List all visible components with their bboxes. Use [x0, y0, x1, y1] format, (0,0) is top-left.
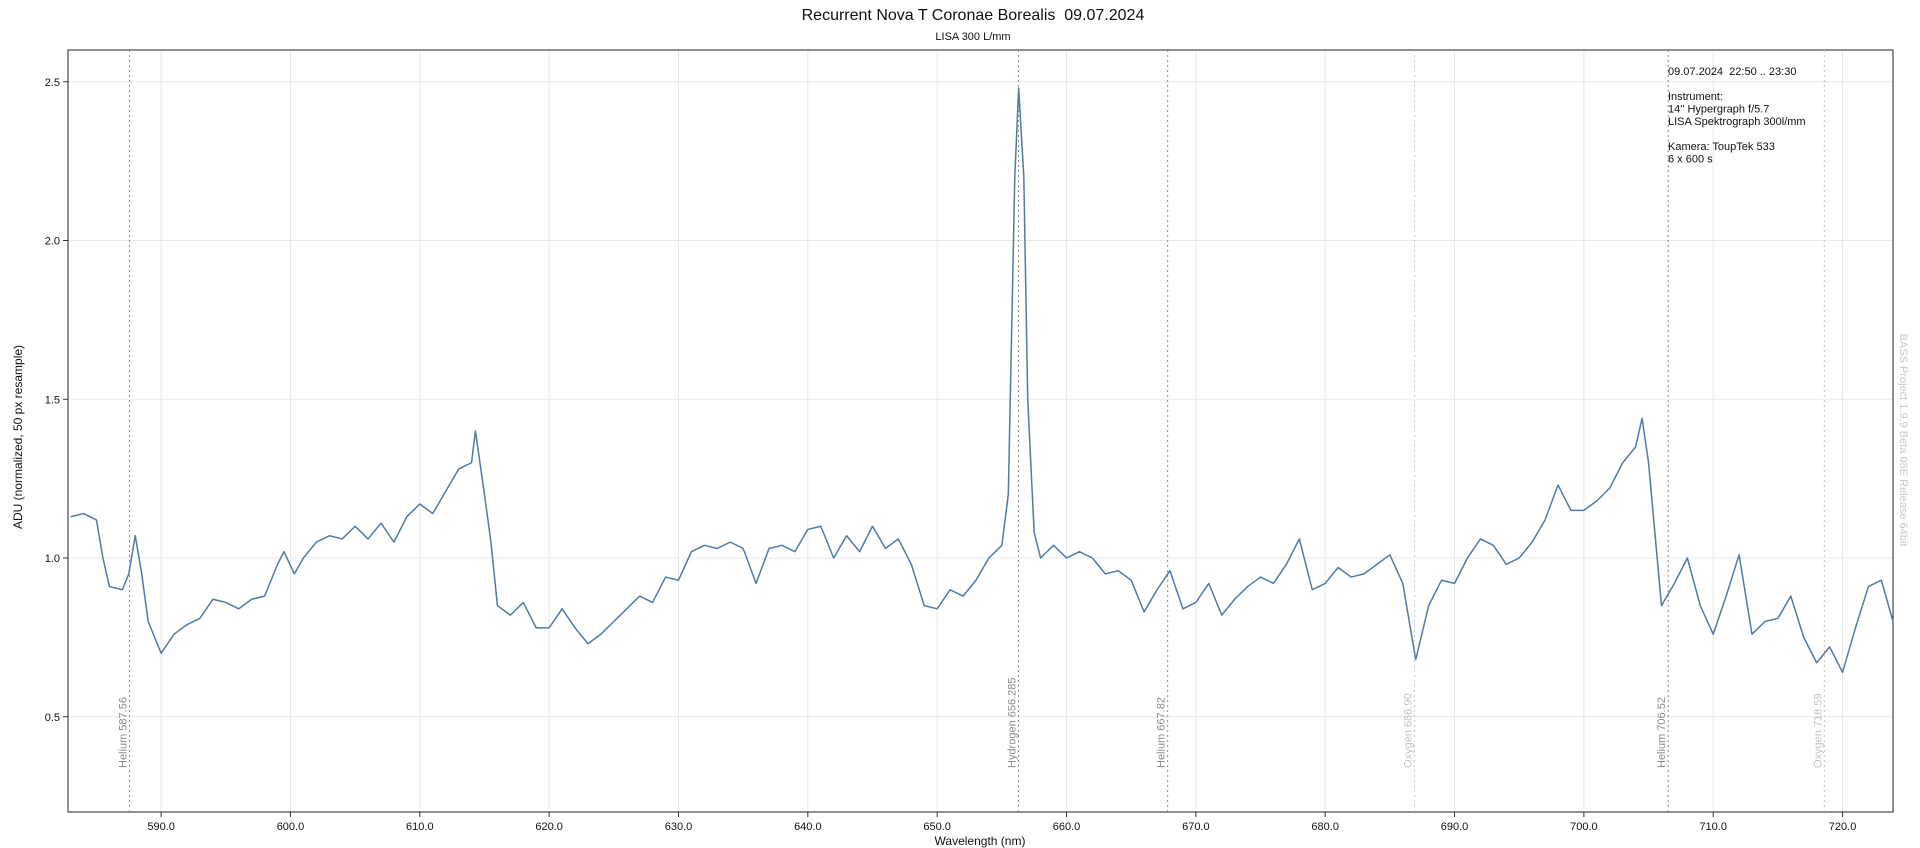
info-text: Kamera: ToupTek 533 — [1668, 141, 1775, 153]
y-tick-label: 1.5 — [45, 394, 60, 406]
x-tick-label: 690.0 — [1441, 821, 1469, 833]
reference-label: Helium 587.56 — [118, 697, 130, 768]
spectrum-line — [70, 87, 1894, 674]
x-axis-label: Wavelength (nm) — [935, 834, 1026, 848]
x-tick-label: 630.0 — [665, 821, 693, 833]
x-tick-label: 660.0 — [1053, 821, 1081, 833]
chart-subtitle: LISA 300 L/mm — [935, 31, 1010, 43]
x-tick-label: 600.0 — [277, 821, 305, 833]
y-tick-label: 0.5 — [45, 712, 60, 724]
x-tick-label: 610.0 — [406, 821, 434, 833]
reference-label: Helium 667.82 — [1156, 697, 1168, 768]
y-tick-label: 2.5 — [45, 77, 60, 89]
watermark: BASS Project 1.9.9 Beta 08E Release 64bi… — [1897, 334, 1909, 547]
y-tick-label: 2.0 — [45, 236, 60, 248]
reference-label: Oxygen 718.59 — [1812, 693, 1824, 768]
x-tick-label: 650.0 — [923, 821, 951, 833]
y-tick-label: 1.0 — [45, 553, 60, 565]
info-text: 6 x 600 s — [1668, 154, 1713, 166]
x-tick-label: 620.0 — [535, 821, 563, 833]
chart-title: Recurrent Nova T Coronae Borealis 09.07.… — [802, 7, 1145, 24]
reference-label: Oxygen 686.90 — [1402, 693, 1414, 768]
info-text: 09.07.2024 22:50 .. 23:30 — [1668, 66, 1796, 78]
x-tick-label: 590.0 — [147, 821, 175, 833]
info-text: 14'' Hypergraph f/5.7 — [1668, 104, 1769, 116]
plot-frame — [67, 49, 1894, 813]
y-axis-label: ADU (normalized, 50 px resample) — [11, 345, 25, 529]
x-tick-label: 640.0 — [794, 821, 822, 833]
x-tick-label: 710.0 — [1699, 821, 1727, 833]
x-tick-label: 680.0 — [1311, 821, 1339, 833]
x-tick-label: 720.0 — [1829, 821, 1857, 833]
reference-label: Hydrogen 656.285 — [1006, 677, 1018, 768]
x-tick-label: 670.0 — [1182, 821, 1210, 833]
info-text: Instrument: — [1668, 91, 1723, 103]
reference-label: Helium 706.52 — [1656, 697, 1668, 768]
info-text: LISA Spektrograph 300l/mm — [1668, 116, 1806, 128]
x-tick-label: 700.0 — [1570, 821, 1598, 833]
